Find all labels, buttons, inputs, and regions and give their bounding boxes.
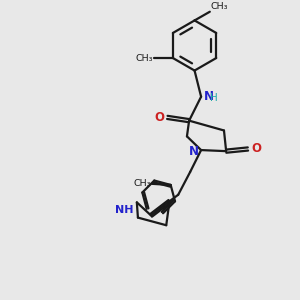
Text: CH₃: CH₃ [135, 53, 153, 62]
Text: CH₃: CH₃ [211, 2, 228, 11]
Text: N: N [189, 145, 199, 158]
Text: NH: NH [116, 205, 134, 215]
Text: H: H [209, 93, 217, 103]
Text: O: O [251, 142, 261, 155]
Text: CH₃: CH₃ [134, 179, 151, 188]
Text: N: N [204, 90, 214, 103]
Text: O: O [154, 111, 164, 124]
